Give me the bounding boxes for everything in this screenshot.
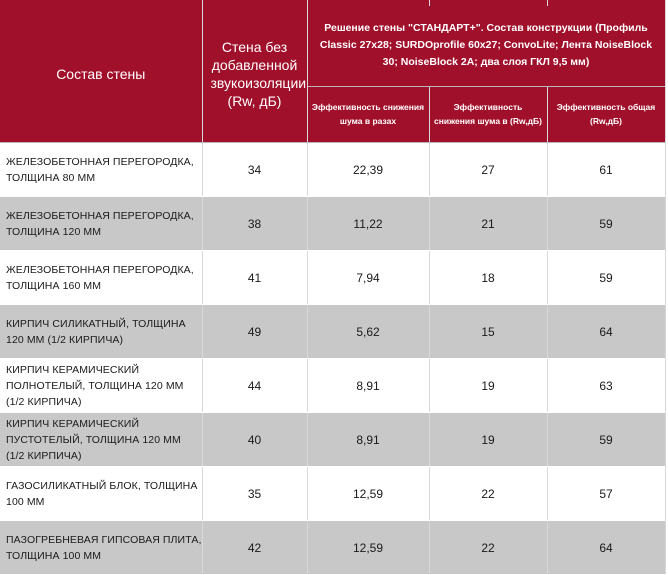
cell-baseline[interactable]: 38: [202, 196, 308, 251]
table-row: КИРПИЧ КЕРАМИЧЕСКИЙ ПОЛНОТЕЛЫЙ, ТОЛЩИНА …: [0, 358, 666, 413]
cell-wall-name[interactable]: КИРПИЧ КЕРАМИЧЕСКИЙ ПОЛНОТЕЛЫЙ, ТОЛЩИНА …: [0, 358, 203, 413]
table-row: ЖЕЛЕЗОБЕТОННАЯ ПЕРЕГОРОДКА, ТОЛЩИНА 120 …: [0, 196, 666, 251]
cell-baseline[interactable]: 42: [202, 520, 308, 575]
cell-times[interactable]: 22,39: [307, 142, 430, 197]
cell-total[interactable]: 59: [547, 196, 666, 251]
cell-baseline[interactable]: 35: [202, 466, 308, 521]
cell-rw[interactable]: 22: [429, 520, 548, 575]
table-row: КИРПИЧ СИЛИКАТНЫЙ, ТОЛЩИНА 120 ММ (1/2 К…: [0, 304, 666, 359]
cell-baseline[interactable]: 49: [202, 304, 308, 359]
cell-wall-name[interactable]: ЖЕЛЕЗОБЕТОННАЯ ПЕРЕГОРОДКА, ТОЛЩИНА 160 …: [0, 250, 203, 305]
cell-times[interactable]: 8,91: [307, 412, 430, 467]
header-baseline-rw[interactable]: Стена без добавленной звукоизоляции (Rw,…: [202, 6, 308, 143]
cell-times[interactable]: 11,22: [307, 196, 430, 251]
cell-times[interactable]: 8,91: [307, 358, 430, 413]
table-row: ПАЗОГРЕБНЕВАЯ ГИПСОВАЯ ПЛИТА, ТОЛЩИНА 10…: [0, 520, 666, 575]
cell-rw[interactable]: 27: [429, 142, 548, 197]
cell-times[interactable]: 7,94: [307, 250, 430, 305]
cell-rw[interactable]: 21: [429, 196, 548, 251]
table-row: ЖЕЛЕЗОБЕТОННАЯ ПЕРЕГОРОДКА, ТОЛЩИНА 80 М…: [0, 142, 666, 197]
cell-rw[interactable]: 19: [429, 358, 548, 413]
cell-wall-name[interactable]: КИРПИЧ КЕРАМИЧЕСКИЙ ПУСТОТЕЛЫЙ, ТОЛЩИНА …: [0, 412, 203, 467]
cell-total[interactable]: 64: [547, 520, 666, 575]
cell-rw[interactable]: 15: [429, 304, 548, 359]
cell-total[interactable]: 57: [547, 466, 666, 521]
cell-rw[interactable]: 22: [429, 466, 548, 521]
cell-total[interactable]: 64: [547, 304, 666, 359]
cell-times[interactable]: 12,59: [307, 466, 430, 521]
sheet-right-edge: [665, 0, 668, 573]
table-row: КИРПИЧ КЕРАМИЧЕСКИЙ ПУСТОТЕЛЫЙ, ТОЛЩИНА …: [0, 412, 666, 467]
cell-baseline[interactable]: 44: [202, 358, 308, 413]
cell-rw[interactable]: 18: [429, 250, 548, 305]
cell-wall-name[interactable]: ГАЗОСИЛИКАТНЫЙ БЛОК, ТОЛЩИНА 100 ММ: [0, 466, 203, 521]
cell-rw[interactable]: 19: [429, 412, 548, 467]
cell-baseline[interactable]: 41: [202, 250, 308, 305]
header-standard-plus-solution[interactable]: Решение стены "СТАНДАРТ+". Состав констр…: [307, 6, 666, 87]
cell-times[interactable]: 12,59: [307, 520, 430, 575]
cell-times[interactable]: 5,62: [307, 304, 430, 359]
header-reduction-times[interactable]: Эффективность снижения шума в разах: [307, 86, 430, 144]
header-reduction-rw[interactable]: Эффективность снижения шума в (Rw,дБ): [429, 86, 548, 144]
cell-wall-name[interactable]: ЖЕЛЕЗОБЕТОННАЯ ПЕРЕГОРОДКА, ТОЛЩИНА 80 М…: [0, 142, 203, 197]
table-row: ЖЕЛЕЗОБЕТОННАЯ ПЕРЕГОРОДКА, ТОЛЩИНА 160 …: [0, 250, 666, 305]
cell-wall-name[interactable]: КИРПИЧ СИЛИКАТНЫЙ, ТОЛЩИНА 120 ММ (1/2 К…: [0, 304, 203, 359]
header-wall-composition[interactable]: Состав стены: [0, 6, 203, 143]
header-total-rw[interactable]: Эффективность общая (Rw,дБ): [547, 86, 666, 144]
cell-wall-name[interactable]: ЖЕЛЕЗОБЕТОННАЯ ПЕРЕГОРОДКА, ТОЛЩИНА 120 …: [0, 196, 203, 251]
cell-total[interactable]: 59: [547, 250, 666, 305]
cell-total[interactable]: 63: [547, 358, 666, 413]
cell-baseline[interactable]: 40: [202, 412, 308, 467]
cell-wall-name[interactable]: ПАЗОГРЕБНЕВАЯ ГИПСОВАЯ ПЛИТА, ТОЛЩИНА 10…: [0, 520, 203, 575]
cell-total[interactable]: 59: [547, 412, 666, 467]
cell-total[interactable]: 61: [547, 142, 666, 197]
table-row: ГАЗОСИЛИКАТНЫЙ БЛОК, ТОЛЩИНА 100 ММ 35 1…: [0, 466, 666, 521]
cell-baseline[interactable]: 34: [202, 142, 308, 197]
